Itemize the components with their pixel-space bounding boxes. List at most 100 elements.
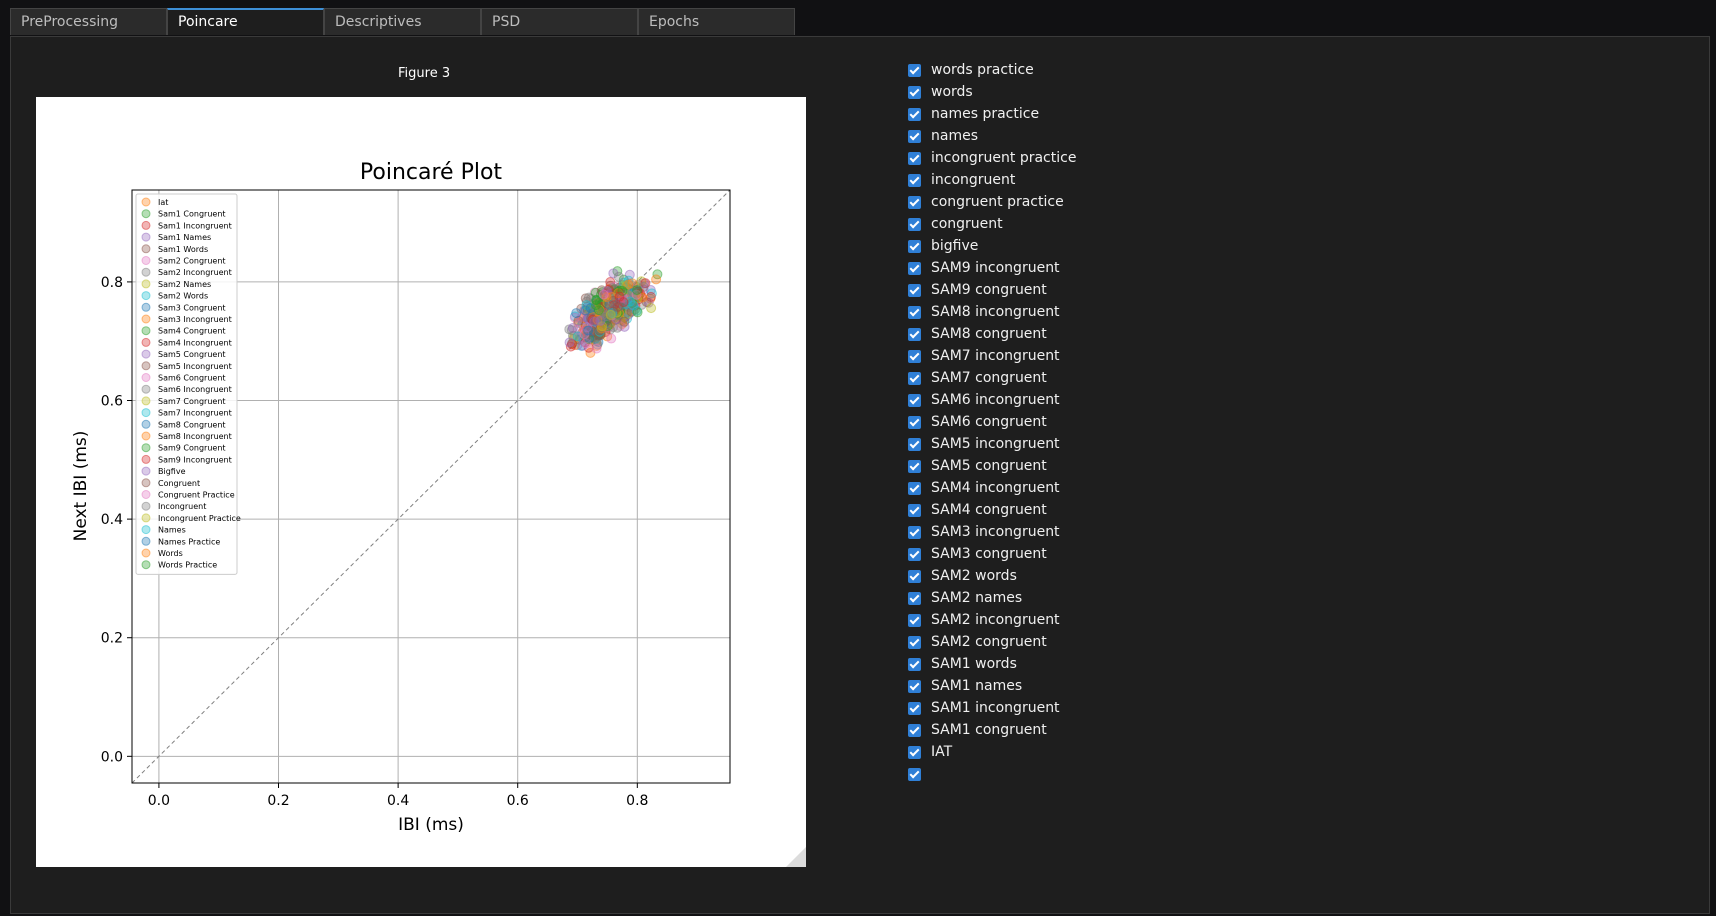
checkbox[interactable]	[908, 569, 921, 583]
tab-psd[interactable]: PSD	[481, 8, 638, 35]
series-checkbox-row[interactable]: names	[908, 125, 1076, 147]
series-checkbox-row[interactable]: SAM2 congruent	[908, 631, 1076, 653]
series-checkbox-row[interactable]: SAM5 congruent	[908, 455, 1076, 477]
checkbox[interactable]	[908, 679, 921, 693]
checkbox[interactable]	[908, 107, 921, 121]
scatter-point	[617, 285, 628, 296]
legend-label: Sam3 Congruent	[158, 303, 226, 312]
legend-label: Sam1 Names	[158, 233, 211, 242]
series-checkbox-row[interactable]	[908, 763, 1076, 785]
legend-label: Incongruent	[158, 502, 206, 511]
checkbox-label: SAM5 congruent	[931, 458, 1047, 474]
series-checkbox-row[interactable]: SAM2 words	[908, 565, 1076, 587]
legend-label: Congruent Practice	[158, 491, 235, 500]
checkbox[interactable]	[908, 767, 921, 781]
checkbox[interactable]	[908, 85, 921, 99]
checkbox[interactable]	[908, 173, 921, 187]
series-checkbox-row[interactable]: bigfive	[908, 235, 1076, 257]
series-checkbox-row[interactable]: SAM7 congruent	[908, 367, 1076, 389]
checkbox[interactable]	[908, 217, 921, 231]
series-checkbox-row[interactable]: SAM8 incongruent	[908, 301, 1076, 323]
checkbox[interactable]	[908, 547, 921, 561]
series-checkbox-row[interactable]: congruent	[908, 213, 1076, 235]
series-checkbox-row[interactable]: incongruent practice	[908, 147, 1076, 169]
checkbox-label: SAM2 incongruent	[931, 612, 1060, 628]
checkbox[interactable]	[908, 305, 921, 319]
figure-canvas: 0.0 0.2 0.4 0.6 0.8 0.0 0.2 0.4 0.6 0.8 Poincaré …	[36, 97, 806, 867]
checkbox[interactable]	[908, 371, 921, 385]
checkbox[interactable]	[908, 239, 921, 253]
checkbox-label: SAM2 names	[931, 590, 1023, 606]
series-checkbox-row[interactable]: names practice	[908, 103, 1076, 125]
series-checkbox-row[interactable]: SAM1 congruent	[908, 719, 1076, 741]
legend-label: Sam9 Congruent	[158, 444, 226, 453]
checkbox[interactable]	[908, 459, 921, 473]
legend-marker	[141, 361, 151, 371]
checkbox[interactable]	[908, 63, 921, 77]
series-checkbox-row[interactable]: words practice	[908, 59, 1076, 81]
checkbox[interactable]	[908, 591, 921, 605]
checkbox[interactable]	[908, 151, 921, 165]
checkbox-label: IAT	[931, 744, 953, 760]
series-checkbox-row[interactable]: SAM1 words	[908, 653, 1076, 675]
checkbox[interactable]	[908, 481, 921, 495]
series-checkbox-row[interactable]: congruent practice	[908, 191, 1076, 213]
legend-marker	[141, 232, 151, 242]
series-checkbox-row[interactable]: SAM1 incongruent	[908, 697, 1076, 719]
checkbox[interactable]	[908, 437, 921, 451]
series-checkbox-row[interactable]: SAM5 incongruent	[908, 433, 1076, 455]
tab-preprocessing[interactable]: PreProcessing	[10, 8, 167, 35]
checkbox[interactable]	[908, 745, 921, 759]
y-tick-label: 0.0	[101, 749, 123, 765]
legend-frame	[135, 193, 238, 575]
checkbox[interactable]	[908, 415, 921, 429]
checkbox-label: names	[931, 128, 978, 144]
checkbox[interactable]	[908, 503, 921, 517]
plot-frame	[131, 189, 731, 784]
series-checkbox-row[interactable]: IAT	[908, 741, 1076, 763]
checkbox[interactable]	[908, 283, 921, 297]
y-tick-label: 0.2	[101, 631, 123, 647]
legend-label: Sam9 Incongruent	[158, 455, 232, 464]
checkbox[interactable]	[908, 701, 921, 715]
series-checkbox-row[interactable]: words	[908, 81, 1076, 103]
series-checkbox-row[interactable]: SAM8 congruent	[908, 323, 1076, 345]
y-axis-label: Next IBI (ms)	[71, 431, 91, 542]
checkbox[interactable]	[908, 613, 921, 627]
checkbox-label: SAM4 congruent	[931, 502, 1047, 518]
checkbox[interactable]	[908, 349, 921, 363]
legend-marker	[141, 419, 151, 429]
checkbox[interactable]	[908, 195, 921, 209]
checkbox[interactable]	[908, 723, 921, 737]
resize-grip[interactable]	[786, 847, 806, 867]
series-checkbox-row[interactable]: SAM3 incongruent	[908, 521, 1076, 543]
series-checkbox-row[interactable]: incongruent	[908, 169, 1076, 191]
series-checkbox-row[interactable]: SAM2 incongruent	[908, 609, 1076, 631]
series-checkbox-row[interactable]: SAM4 congruent	[908, 499, 1076, 521]
checkbox[interactable]	[908, 393, 921, 407]
checkbox[interactable]	[908, 327, 921, 341]
series-checkbox-row[interactable]: SAM7 incongruent	[908, 345, 1076, 367]
series-checkbox-row[interactable]: SAM9 incongruent	[908, 257, 1076, 279]
legend-marker	[141, 490, 151, 499]
checkbox[interactable]	[908, 261, 921, 275]
series-checkbox-row[interactable]: SAM3 congruent	[908, 543, 1076, 565]
checkbox[interactable]	[908, 657, 921, 671]
scatter-point	[619, 316, 630, 327]
checkbox[interactable]	[908, 129, 921, 143]
checkbox-label: SAM9 incongruent	[931, 260, 1060, 276]
series-checkbox-row[interactable]: SAM9 congruent	[908, 279, 1076, 301]
tab-epochs[interactable]: Epochs	[638, 8, 795, 35]
y-tick-label: 0.4	[101, 512, 123, 528]
tab-poincare[interactable]: Poincare	[167, 8, 324, 35]
checkbox[interactable]	[908, 525, 921, 539]
x-tick-label: 0.8	[626, 793, 648, 809]
tab-descriptives[interactable]: Descriptives	[324, 8, 481, 35]
series-checkbox-row[interactable]: SAM2 names	[908, 587, 1076, 609]
series-checkbox-row[interactable]: SAM1 names	[908, 675, 1076, 697]
series-checkbox-row[interactable]: SAM6 incongruent	[908, 389, 1076, 411]
series-checkbox-row[interactable]: SAM4 incongruent	[908, 477, 1076, 499]
series-checkbox-row[interactable]: SAM6 congruent	[908, 411, 1076, 433]
checkbox[interactable]	[908, 635, 921, 649]
legend-marker	[141, 454, 151, 464]
